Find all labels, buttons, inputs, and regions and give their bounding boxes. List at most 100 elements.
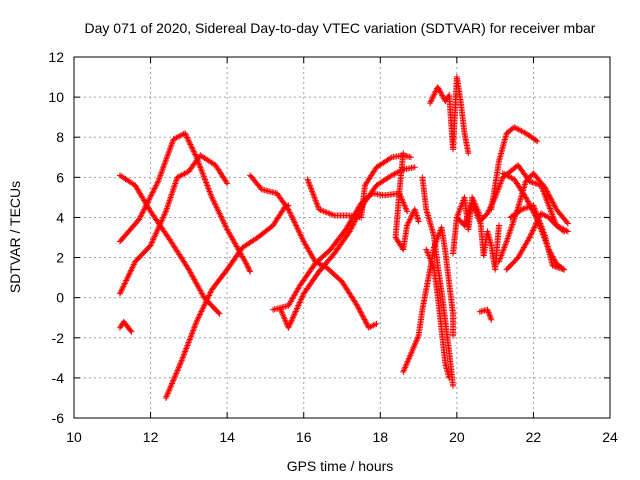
track-marker	[154, 226, 161, 233]
track-marker	[462, 219, 469, 226]
track-marker	[207, 191, 214, 198]
track-marker	[142, 203, 149, 210]
track-marker	[164, 392, 171, 399]
track-marker	[186, 338, 193, 345]
track-marker	[294, 305, 301, 312]
track-marker	[290, 314, 297, 321]
track-marker	[211, 200, 218, 207]
track-marker	[357, 309, 364, 316]
track-marker	[151, 185, 158, 192]
track-marker	[170, 377, 177, 384]
track-marker	[186, 336, 193, 343]
track-marker	[194, 155, 201, 162]
track-marker	[288, 317, 295, 324]
data-point	[469, 194, 476, 201]
data-point	[538, 210, 545, 217]
track-marker	[155, 224, 162, 231]
track-marker	[196, 311, 203, 318]
data-point	[354, 302, 361, 309]
track-marker	[176, 361, 183, 368]
track-marker	[195, 314, 202, 321]
track-marker	[464, 215, 471, 222]
track-marker	[532, 221, 539, 228]
track-marker	[128, 265, 135, 272]
track-marker	[158, 217, 165, 224]
data-point	[361, 182, 368, 189]
track-marker	[121, 280, 128, 287]
track-marker	[244, 263, 251, 270]
track-marker	[214, 206, 221, 213]
track-marker	[205, 185, 212, 192]
data-point	[492, 266, 499, 273]
track-marker	[137, 213, 144, 220]
track-marker	[179, 355, 186, 362]
track-marker	[154, 179, 161, 186]
y-tick-label: -2	[52, 330, 65, 346]
data-point	[461, 222, 468, 229]
track-marker	[524, 198, 531, 205]
y-tick-label: 0	[56, 290, 64, 306]
data-point	[499, 170, 506, 177]
track-marker	[169, 379, 176, 386]
track-marker	[408, 213, 415, 220]
data-point	[296, 282, 303, 289]
data-point	[450, 382, 457, 389]
data-point	[561, 266, 568, 273]
plot-frame	[73, 56, 611, 419]
data-point	[162, 394, 169, 401]
track-marker	[120, 283, 127, 290]
track-marker	[146, 196, 153, 203]
track-marker	[204, 183, 211, 190]
track-marker	[149, 189, 156, 196]
data-point	[534, 138, 541, 145]
series-track-r	[488, 124, 539, 211]
data-point	[526, 234, 533, 241]
track-marker	[175, 366, 182, 373]
track-marker	[123, 276, 130, 283]
track-marker	[555, 264, 562, 271]
track-marker	[185, 137, 192, 144]
track-marker	[185, 339, 192, 346]
data-point	[522, 178, 529, 185]
track-marker	[559, 266, 566, 273]
data-point	[419, 306, 426, 313]
track-marker	[170, 376, 177, 383]
track-marker	[194, 315, 201, 322]
track-marker	[144, 199, 151, 206]
data-point	[423, 246, 430, 253]
track-marker	[136, 215, 143, 222]
data-point	[450, 310, 457, 317]
data-point	[461, 194, 468, 201]
data-point	[503, 266, 510, 273]
track-marker	[362, 319, 369, 326]
track-marker	[387, 155, 394, 162]
x-tick-label: 16	[296, 429, 312, 445]
data-point	[396, 188, 403, 195]
data-point	[530, 202, 537, 209]
track-marker	[551, 263, 558, 270]
track-marker	[220, 219, 227, 226]
data-point	[453, 214, 460, 221]
track-marker	[358, 310, 365, 317]
data-point	[224, 180, 231, 187]
data-point	[116, 238, 123, 245]
track-marker	[196, 163, 203, 170]
track-marker	[246, 267, 253, 274]
track-marker	[223, 178, 230, 185]
track-marker	[192, 152, 199, 159]
track-marker	[288, 213, 295, 220]
track-marker	[130, 261, 137, 268]
data-point	[484, 228, 491, 235]
track-marker	[523, 204, 530, 211]
data-point	[411, 164, 418, 171]
data-point	[461, 130, 468, 137]
data-point	[247, 172, 254, 179]
track-marker	[196, 161, 203, 168]
track-marker	[166, 386, 173, 393]
y-tick-label: 8	[56, 129, 64, 145]
track-marker	[165, 389, 172, 396]
data-point	[128, 328, 135, 335]
track-marker	[299, 235, 306, 242]
track-marker	[129, 264, 136, 271]
track-marker	[150, 236, 157, 243]
